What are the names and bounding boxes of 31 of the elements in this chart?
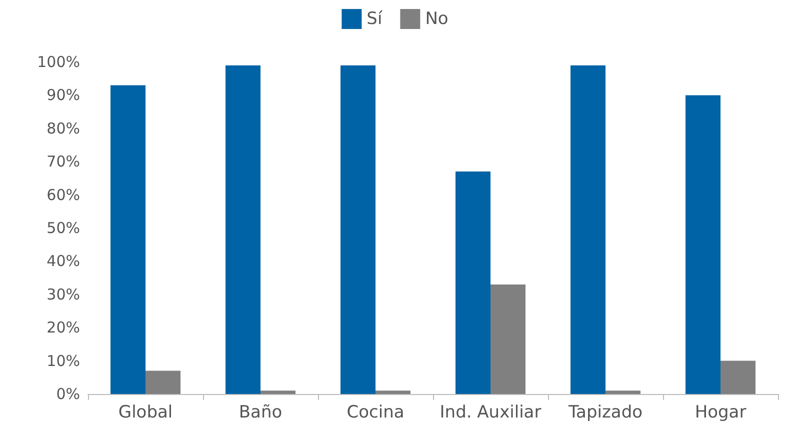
bar [456,172,490,394]
y-tick-label: 90% [46,86,80,104]
y-tick-label: 80% [46,119,80,138]
bar [260,390,296,394]
legend-label: No [425,9,448,29]
y-tick-label: 30% [46,285,80,304]
x-tick-label: Hogar [694,402,746,422]
x-tick-label: Ind. Auxiliar [440,402,542,422]
bar [146,370,180,394]
y-tick-label: 40% [46,252,80,270]
bar [110,85,146,394]
y-tick-label: 60% [46,186,80,204]
y-tick-label: 10% [46,352,80,370]
x-tick-label: Cocina [346,402,404,422]
bar [376,390,410,394]
bar [606,390,640,394]
y-tick-label: 70% [46,152,80,171]
bar [570,65,606,394]
x-tick-label: Baño [238,402,282,422]
y-tick-label: 20% [46,318,80,337]
bar [490,284,526,394]
x-tick-label: Global [118,402,173,422]
bar [720,360,756,394]
y-tick-label: 50% [46,219,80,237]
y-tick-label: 100% [37,53,80,71]
legend-label: Sí [366,9,384,29]
bar [686,95,720,394]
y-tick-label: 0% [56,385,80,403]
bar [226,65,260,394]
x-tick-label: Tapizado [567,402,643,422]
bar [340,65,376,394]
